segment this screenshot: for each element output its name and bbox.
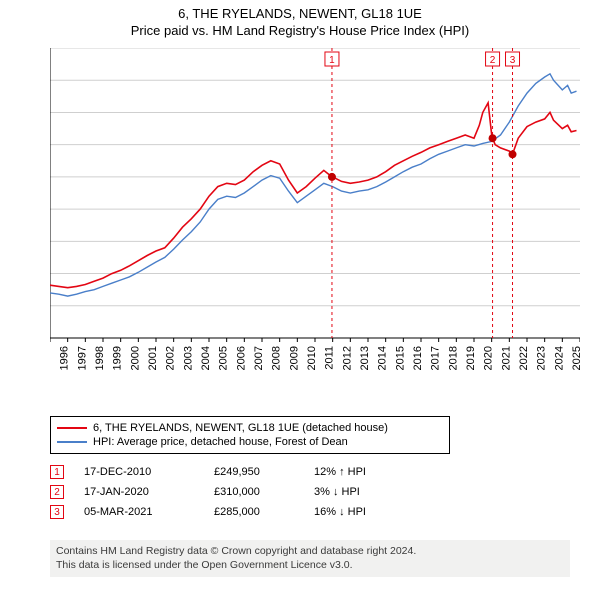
title-block: 6, THE RYELANDS, NEWENT, GL18 1UE Price …	[0, 0, 600, 40]
x-tick-label: 1995	[50, 346, 53, 370]
title-address: 6, THE RYELANDS, NEWENT, GL18 1UE	[0, 6, 600, 21]
sale-dot	[328, 173, 336, 181]
footer-line2: This data is licensed under the Open Gov…	[56, 559, 564, 573]
x-tick-label: 2023	[536, 346, 548, 370]
x-tick-label: 2014	[377, 346, 389, 370]
x-tick-label: 1998	[94, 346, 106, 370]
sale-dot	[509, 150, 517, 158]
x-tick-label: 2015	[394, 346, 406, 370]
sale-marker: 1	[50, 465, 64, 479]
sale-marker-number: 2	[490, 55, 496, 66]
sale-dot	[489, 134, 497, 142]
sale-marker: 3	[50, 505, 64, 519]
sale-marker-number: 3	[510, 55, 516, 66]
sale-date: 17-DEC-2010	[84, 466, 194, 478]
legend: 6, THE RYELANDS, NEWENT, GL18 1UE (detac…	[50, 416, 450, 454]
sale-date: 05-MAR-2021	[84, 506, 194, 518]
legend-label: 6, THE RYELANDS, NEWENT, GL18 1UE (detac…	[93, 422, 388, 434]
x-tick-label: 2024	[553, 346, 565, 370]
x-tick-label: 2022	[518, 346, 530, 370]
sale-row: 3 05-MAR-2021 £285,000 16% ↓ HPI	[50, 502, 550, 522]
legend-row: HPI: Average price, detached house, Fore…	[57, 435, 443, 449]
x-tick-label: 2001	[147, 346, 159, 370]
root: 6, THE RYELANDS, NEWENT, GL18 1UE Price …	[0, 0, 600, 590]
sale-delta: 3% ↓ HPI	[314, 486, 434, 498]
sale-row: 1 17-DEC-2010 £249,950 12% ↑ HPI	[50, 462, 550, 482]
x-tick-label: 2012	[341, 346, 353, 370]
footer: Contains HM Land Registry data © Crown c…	[50, 540, 570, 577]
legend-label: HPI: Average price, detached house, Fore…	[93, 436, 348, 448]
x-tick-label: 2011	[324, 346, 336, 370]
sale-price: £285,000	[214, 506, 294, 518]
sale-delta: 12% ↑ HPI	[314, 466, 434, 478]
x-tick-label: 1999	[112, 346, 124, 370]
series-property	[50, 103, 577, 288]
x-tick-label: 2013	[359, 346, 371, 370]
x-tick-label: 2017	[430, 346, 442, 370]
title-subtitle: Price paid vs. HM Land Registry's House …	[0, 23, 600, 38]
x-tick-label: 2016	[412, 346, 424, 370]
x-tick-label: 2003	[182, 346, 194, 370]
x-tick-label: 2021	[500, 346, 512, 370]
x-tick-label: 2000	[129, 346, 141, 370]
legend-row: 6, THE RYELANDS, NEWENT, GL18 1UE (detac…	[57, 421, 443, 435]
x-tick-label: 2006	[235, 346, 247, 370]
x-tick-label: 2005	[218, 346, 230, 370]
x-tick-label: 1997	[76, 346, 88, 370]
x-tick-label: 2009	[288, 346, 300, 370]
x-tick-label: 2008	[271, 346, 283, 370]
sale-marker: 2	[50, 485, 64, 499]
x-tick-label: 2019	[465, 346, 477, 370]
x-tick-label: 2010	[306, 346, 318, 370]
sale-price: £310,000	[214, 486, 294, 498]
x-tick-label: 2025	[571, 346, 580, 370]
x-tick-label: 2004	[200, 346, 212, 370]
footer-line1: Contains HM Land Registry data © Crown c…	[56, 545, 564, 559]
x-tick-label: 2018	[447, 346, 459, 370]
sales-table: 1 17-DEC-2010 £249,950 12% ↑ HPI 2 17-JAN-202…	[50, 462, 550, 522]
legend-swatch	[57, 441, 87, 443]
x-tick-label: 2020	[483, 346, 495, 370]
sale-marker-number: 1	[329, 55, 335, 66]
chart-svg: £0£50K£100K£150K£200K£250K£300K£350K£400…	[50, 48, 580, 388]
legend-swatch	[57, 427, 87, 429]
chart: £0£50K£100K£150K£200K£250K£300K£350K£400…	[50, 48, 580, 388]
sale-date: 17-JAN-2020	[84, 486, 194, 498]
x-tick-label: 2007	[253, 346, 265, 370]
series-hpi	[50, 74, 577, 296]
sale-delta: 16% ↓ HPI	[314, 506, 434, 518]
x-tick-label: 2002	[165, 346, 177, 370]
sale-row: 2 17-JAN-2020 £310,000 3% ↓ HPI	[50, 482, 550, 502]
sale-price: £249,950	[214, 466, 294, 478]
x-tick-label: 1996	[59, 346, 71, 370]
